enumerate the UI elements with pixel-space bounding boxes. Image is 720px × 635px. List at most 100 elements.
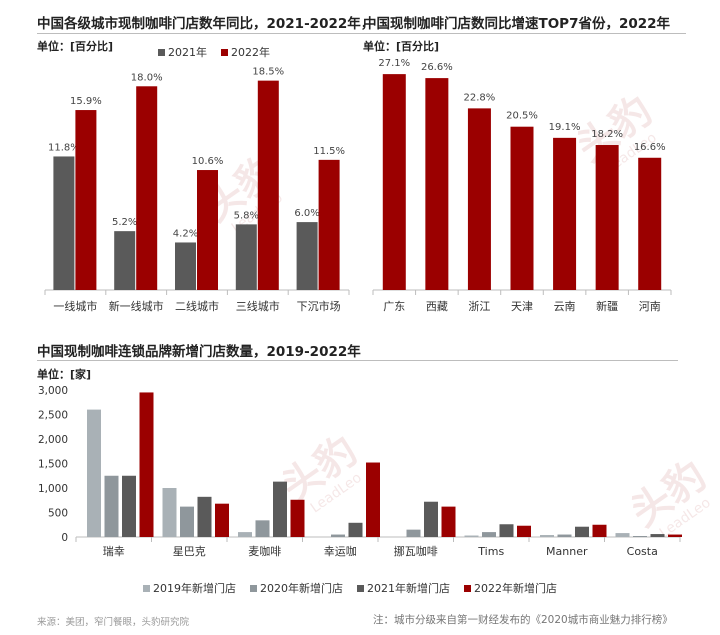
right-data-label: 16.6% (634, 142, 666, 153)
right-data-label: 27.1% (378, 58, 410, 69)
right-bar (638, 157, 662, 290)
bottom-bar-series-0 (464, 535, 479, 537)
left-category-label: 二线城市 (175, 299, 219, 313)
bottom-bar-series-0 (87, 409, 101, 537)
footnote: 注：城市分级来自第一财经发布的《2020城市商业魅力排行榜》 (373, 614, 673, 626)
bottom-bar-series-0 (238, 532, 252, 537)
right-chart-title: 中国现制咖啡门店数同比增速TOP7省份，2022年 (363, 16, 671, 32)
right-unit-label: 单位：[百分比] (363, 40, 440, 53)
bottom-bar-series-2 (650, 534, 665, 537)
legend-item-2021-new: 2021年新增门店 (357, 580, 450, 596)
left-category-label: 三线城市 (236, 299, 280, 313)
source-note: 来源：美团，窄门餐眼，头豹研究院 (37, 617, 190, 628)
left-bar-2021 (296, 222, 318, 290)
right-data-label: 18.2% (591, 129, 623, 140)
right-category-label: 浙江 (468, 300, 490, 313)
left-data-label: 15.9% (70, 96, 102, 107)
left-bar-2021 (175, 242, 196, 290)
right-category-label: 河南 (639, 300, 661, 313)
bottom-bar-series-3 (441, 506, 456, 537)
bottom-bar-series-3 (139, 392, 154, 537)
left-data-label: 6.0% (294, 208, 319, 219)
bottom-bar-series-1 (633, 536, 647, 537)
left-unit-label: 单位：[百分比] (37, 40, 114, 53)
left-bar-2021 (53, 156, 75, 290)
left-bar-2022 (318, 159, 340, 290)
left-data-label: 5.2% (112, 217, 137, 228)
bottom-bar-series-3 (366, 462, 380, 537)
legend-item-2021: 2021年 (158, 44, 207, 60)
right-bar (382, 74, 406, 290)
bottom-category-label: 瑞幸 (103, 544, 125, 558)
left-bar-2021 (235, 224, 257, 290)
bottom-category-label: 星巴克 (173, 545, 206, 558)
right-category-label: 云南 (554, 300, 576, 313)
bottom-bar-series-3 (517, 525, 531, 537)
left-data-label: 11.8% (48, 142, 80, 153)
right-bar (467, 108, 491, 290)
bottom-y-tick-label: 500 (48, 508, 68, 520)
legend-item-2022-new: 2022年新增门店 (464, 580, 557, 596)
bottom-bar-series-1 (482, 532, 496, 537)
left-data-label: 5.8% (234, 210, 259, 221)
right-category-label: 新疆 (596, 299, 618, 313)
left-data-label: 10.6% (192, 156, 224, 167)
left-bar-2022 (257, 80, 279, 290)
bottom-bar-series-1 (104, 475, 119, 537)
right-bar (425, 78, 449, 291)
left-bar-2021 (114, 231, 136, 290)
bottom-chart-legend: 2019年新增门店 2020年新增门店 2021年新增门店 2022年新增门店 (143, 580, 571, 596)
left-category-label: 下沉市场 (297, 299, 341, 313)
legend-item-2020: 2020年新增门店 (250, 580, 343, 596)
left-data-label: 18.5% (252, 67, 284, 78)
right-bar (595, 145, 619, 290)
top-title-rule (37, 33, 686, 34)
left-data-label: 4.2% (173, 228, 198, 239)
bottom-bar-series-2 (424, 501, 438, 537)
bottom-y-tick-label: 0 (61, 532, 68, 544)
left-chart-title: 中国各级城市现制咖啡门店数年同比，2021-2022年， (37, 16, 375, 32)
bottom-unit-label: 单位：[家] (37, 368, 92, 381)
bottom-category-label: Costa (627, 545, 658, 558)
bottom-y-tick-label: 1,000 (38, 483, 68, 495)
bottom-bar-series-1 (557, 534, 572, 537)
bottom-chart-title: 中国现制咖啡连锁品牌新增门店数量，2019-2022年 (37, 344, 361, 360)
bottom-bar-series-2 (197, 496, 212, 537)
bottom-y-tick-label: 3,000 (38, 385, 68, 397)
bottom-bar-series-1 (180, 506, 194, 537)
legend-item-2022: 2022年 (221, 44, 270, 60)
bottom-category-label: 麦咖啡 (248, 544, 281, 558)
bottom-bar-series-1 (255, 520, 270, 537)
bottom-bar-series-3 (290, 499, 305, 537)
left-bar-2022 (136, 86, 158, 290)
right-category-label: 天津 (511, 300, 533, 313)
bottom-bar-series-3 (668, 534, 682, 537)
bottom-bar-series-0 (162, 488, 177, 537)
bottom-y-tick-label: 2,000 (38, 434, 68, 446)
left-category-label: 一线城市 (53, 299, 97, 313)
bottom-bar-series-0 (615, 533, 630, 537)
bottom-bar-series-2 (499, 524, 514, 537)
right-data-label: 19.1% (549, 122, 581, 133)
left-data-label: 11.5% (313, 146, 345, 157)
legend-item-2019: 2019年新增门店 (143, 580, 236, 596)
right-data-label: 22.8% (464, 92, 496, 103)
right-bar (510, 126, 534, 290)
left-category-label: 新一线城市 (109, 299, 164, 313)
left-chart-legend: 2021年 2022年 (158, 44, 284, 60)
bottom-bar-series-0 (540, 535, 554, 537)
bottom-y-tick-label: 1,500 (38, 459, 68, 471)
right-category-label: 广东 (383, 300, 405, 313)
left-bar-2022 (197, 170, 218, 290)
bottom-bar-series-2 (122, 475, 136, 537)
bottom-title-rule (37, 360, 678, 361)
bottom-bar-series-3 (215, 503, 229, 537)
left-bar-2022 (75, 110, 97, 290)
right-category-label: 西藏 (426, 300, 448, 313)
bottom-bar-series-3 (592, 524, 607, 537)
right-data-label: 20.5% (506, 111, 538, 122)
bottom-category-label: 幸运咖 (324, 544, 357, 558)
